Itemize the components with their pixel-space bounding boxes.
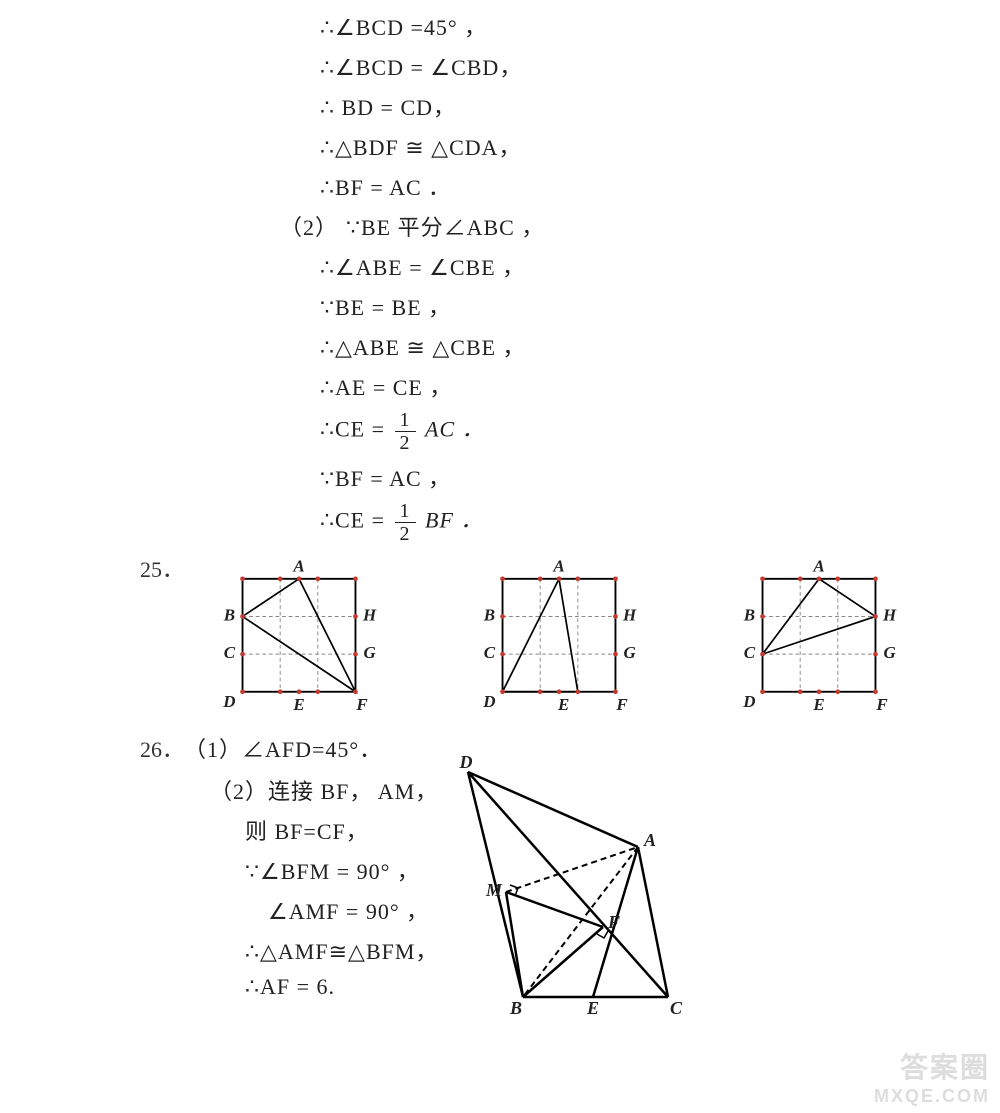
svg-text:C: C xyxy=(224,643,236,662)
svg-text:F: F xyxy=(607,912,620,932)
proof-line: ∵BE = BE ， xyxy=(320,290,451,322)
q26-1: （1）∠AFD=45°． xyxy=(184,732,382,764)
q25-fig2: A B C D E F G H xyxy=(474,560,644,720)
svg-text:H: H xyxy=(622,605,637,624)
svg-text:A: A xyxy=(643,830,656,850)
frac-post: BF ． xyxy=(425,508,483,533)
proof-line: ∴∠BCD =45° ， xyxy=(320,10,487,42)
q25-figures: A B C D E F G H A B C D E F G xyxy=(214,560,904,720)
frac-num: 1 xyxy=(395,410,416,432)
svg-text:B: B xyxy=(743,605,755,624)
svg-text:H: H xyxy=(362,605,377,624)
svg-text:G: G xyxy=(363,643,376,662)
proof-line: ∴∠ABE = ∠CBE ， xyxy=(320,250,525,282)
svg-text:D: D xyxy=(459,752,473,772)
svg-text:F: F xyxy=(355,695,368,714)
proof-line: ∴AE = CE ， xyxy=(320,370,452,402)
frac-pre: ∴CE = xyxy=(320,508,392,533)
svg-text:A: A xyxy=(552,560,564,575)
q26-2d: ∠AMF = 90° ， xyxy=(268,894,429,926)
svg-text:H: H xyxy=(882,605,897,624)
svg-text:D: D xyxy=(222,692,235,711)
q26-figure: D A M F B E C xyxy=(428,752,728,1032)
q26-2a: （2）连接 BF， AM， xyxy=(210,774,438,806)
proof-line: ∴BF = AC ． xyxy=(320,170,451,202)
svg-text:F: F xyxy=(615,695,628,714)
svg-text:E: E xyxy=(812,695,824,714)
svg-text:A: A xyxy=(292,560,304,575)
q26-2e: ∴△AMF≅△BFM， xyxy=(245,934,438,966)
svg-text:F: F xyxy=(875,695,888,714)
svg-text:M: M xyxy=(485,880,503,900)
svg-text:G: G xyxy=(883,643,896,662)
q26-2b: 则 BF=CF， xyxy=(245,814,369,846)
q25-fig1: A B C D E F G H xyxy=(214,560,384,720)
svg-text:A: A xyxy=(812,560,824,575)
svg-text:B: B xyxy=(509,998,522,1018)
svg-text:C: C xyxy=(484,643,496,662)
proof-line: ∴△BDF ≅ △CDA， xyxy=(320,130,522,162)
frac-den: 2 xyxy=(395,523,416,544)
proof-line-frac: ∴CE = 1 2 BF ． xyxy=(320,501,483,544)
proof-line: ∵BF = AC ， xyxy=(320,461,451,493)
watermark-line1: 答案圈 xyxy=(874,1046,990,1086)
q26-2f: ∴AF = 6. xyxy=(245,974,335,1000)
svg-text:B: B xyxy=(223,605,235,624)
frac-den: 2 xyxy=(395,432,416,453)
q25-label: 25． xyxy=(140,552,184,584)
svg-text:E: E xyxy=(586,998,599,1018)
part2-label: （2） xyxy=(280,210,338,242)
q26-label: 26． xyxy=(140,732,184,764)
svg-text:D: D xyxy=(742,692,755,711)
frac-num: 1 xyxy=(395,501,416,523)
frac-post: AC ． xyxy=(425,417,485,442)
svg-text:C: C xyxy=(670,998,683,1018)
proof-line-frac: ∴CE = 1 2 AC ． xyxy=(320,410,485,453)
svg-text:E: E xyxy=(557,695,569,714)
proof-line: ∵BE 平分∠ABC ， xyxy=(346,210,544,242)
svg-text:D: D xyxy=(482,692,495,711)
svg-text:G: G xyxy=(623,643,636,662)
proof-line: ∴△ABE ≅ △CBE ， xyxy=(320,330,526,362)
watermark-line2: MXQE.COM xyxy=(874,1086,990,1107)
proof-line: ∴∠BCD = ∠CBD， xyxy=(320,50,522,82)
fraction: 1 2 xyxy=(395,410,416,453)
proof-line: ∴ BD = CD， xyxy=(320,90,456,122)
svg-text:B: B xyxy=(483,605,495,624)
svg-text:C: C xyxy=(744,643,756,662)
frac-pre: ∴CE = xyxy=(320,417,392,442)
watermark: 答案圈 MXQE.COM xyxy=(874,1046,990,1107)
q26-2c: ∵∠BFM = 90° ， xyxy=(245,854,420,886)
q25-fig3: A B C D E F G H xyxy=(734,560,904,720)
svg-text:E: E xyxy=(292,695,304,714)
fraction: 1 2 xyxy=(395,501,416,544)
